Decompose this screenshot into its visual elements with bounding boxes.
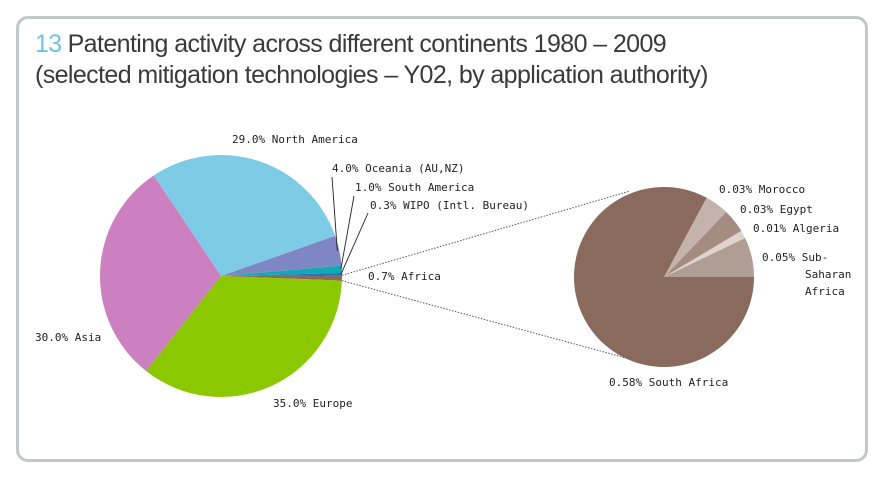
main-slice-asia bbox=[99, 175, 221, 372]
main-slice-oceania-au-nz bbox=[221, 235, 342, 276]
main-slice-wipo-intl-bureau bbox=[221, 273, 342, 276]
label-algeria: 0.01% Algeria bbox=[753, 222, 839, 235]
title-line-1: Patenting activity across different cont… bbox=[67, 30, 667, 58]
main-slice-africa bbox=[221, 275, 342, 281]
label-europe: 35.0% Europe bbox=[273, 397, 352, 410]
main-pie bbox=[99, 154, 342, 397]
label-africa: 0.7% Africa bbox=[368, 270, 441, 283]
africa-slice-egypt bbox=[664, 211, 742, 277]
connector-lines bbox=[331, 176, 631, 359]
figure-frame bbox=[16, 16, 868, 462]
leader-oceania bbox=[331, 176, 338, 251]
figure-title: 13 Patenting activity across different co… bbox=[35, 29, 708, 91]
label-oceania: 4.0% Oceania (AU,NZ) bbox=[332, 162, 464, 175]
africa-slice-algeria bbox=[664, 230, 746, 277]
figure-number: 13 bbox=[35, 30, 62, 58]
label-sub-saharan-1: 0.05% Sub- bbox=[762, 251, 828, 264]
labels: 29.0% North America 4.0% Oceania (AU,NZ)… bbox=[35, 133, 851, 410]
leader-wipo bbox=[340, 212, 369, 275]
leader-south-america bbox=[340, 195, 355, 270]
label-south-america: 1.0% South America bbox=[355, 181, 474, 194]
main-slice-europe bbox=[146, 276, 342, 397]
label-asia: 30.0% Asia bbox=[35, 331, 101, 344]
connector-top bbox=[341, 190, 631, 276]
africa-slice-morocco bbox=[664, 197, 727, 277]
label-south-africa: 0.58% South Africa bbox=[609, 376, 728, 389]
label-wipo: 0.3% WIPO (Intl. Bureau) bbox=[370, 199, 529, 212]
label-north-america: 29.0% North America bbox=[232, 133, 358, 146]
connector-bottom bbox=[341, 280, 627, 359]
label-sub-saharan-2: Saharan bbox=[805, 268, 851, 281]
label-morocco: 0.03% Morocco bbox=[719, 183, 805, 196]
main-slice-north-america bbox=[153, 154, 336, 276]
label-egypt: 0.03% Egypt bbox=[740, 203, 813, 216]
main-slice-south-america bbox=[221, 265, 342, 276]
label-sub-saharan-3: Africa bbox=[805, 285, 845, 298]
africa-slice-sub-saharan-africa bbox=[664, 237, 754, 277]
africa-pie bbox=[574, 186, 754, 367]
title-line-2: (selected mitigation technologies – Y02,… bbox=[35, 61, 708, 89]
africa-slice-south-africa bbox=[574, 186, 754, 367]
